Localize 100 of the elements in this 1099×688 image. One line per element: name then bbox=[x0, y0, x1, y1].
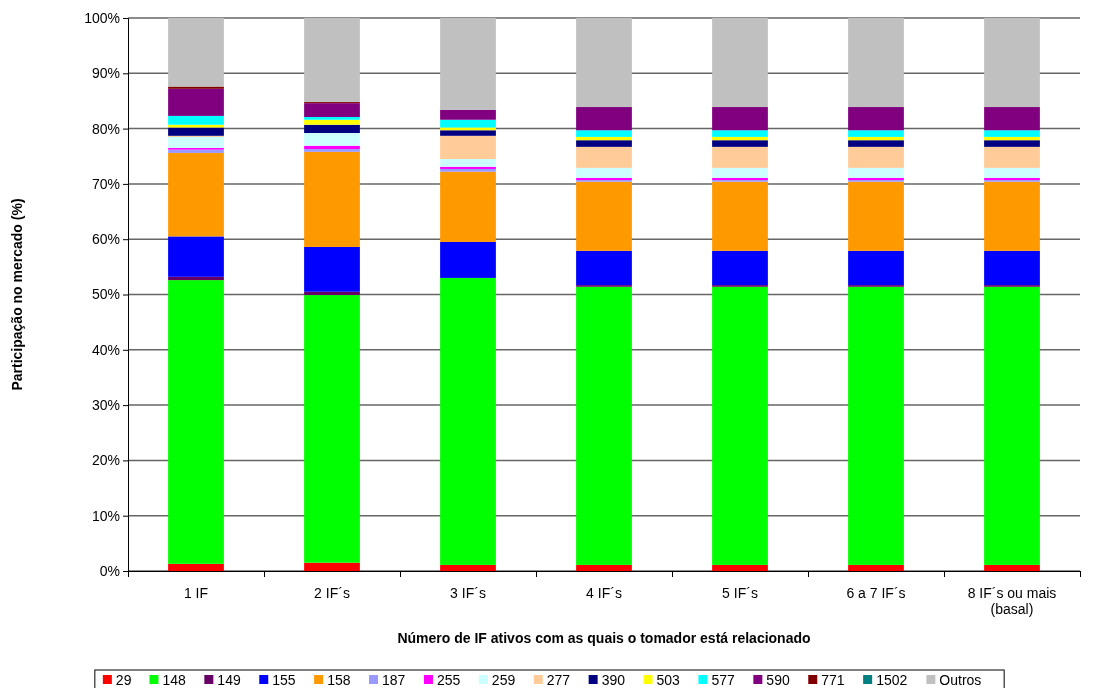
legend-label: 158 bbox=[327, 672, 351, 688]
bar bbox=[304, 295, 360, 563]
bar bbox=[304, 149, 360, 152]
legend-label: 155 bbox=[272, 672, 296, 688]
bar bbox=[712, 286, 768, 565]
legend-label: 259 bbox=[491, 672, 516, 688]
bar bbox=[984, 130, 1040, 137]
bar bbox=[712, 136, 768, 141]
bar bbox=[984, 140, 1040, 147]
bar bbox=[576, 564, 632, 571]
x-tick-label: 5 IF´s bbox=[722, 585, 758, 601]
bar bbox=[712, 181, 768, 251]
bar bbox=[304, 562, 360, 571]
y-tick-label: 50% bbox=[91, 286, 120, 303]
bar bbox=[576, 286, 632, 565]
bar bbox=[440, 564, 496, 571]
bar bbox=[984, 167, 1040, 178]
bar bbox=[168, 276, 224, 281]
legend-label: 577 bbox=[711, 672, 736, 688]
bar bbox=[984, 250, 1040, 286]
bar bbox=[304, 116, 360, 120]
y-axis-title: Participação no mercado (%) bbox=[9, 198, 25, 391]
bar bbox=[168, 18, 224, 87]
legend-label: 255 bbox=[436, 672, 461, 688]
bar bbox=[848, 140, 904, 147]
bar bbox=[168, 86, 224, 89]
bar bbox=[848, 130, 904, 137]
bar bbox=[440, 277, 496, 565]
bar bbox=[304, 124, 360, 134]
bar bbox=[576, 107, 632, 131]
bar bbox=[712, 167, 768, 178]
y-tick-label: 90% bbox=[91, 65, 120, 82]
bar bbox=[576, 167, 632, 178]
legend-label: 148 bbox=[162, 672, 187, 688]
bar bbox=[440, 109, 496, 120]
bar bbox=[712, 107, 768, 131]
bar bbox=[576, 130, 632, 137]
bar bbox=[984, 107, 1040, 131]
bar bbox=[848, 167, 904, 178]
bar bbox=[848, 107, 904, 131]
bar bbox=[848, 286, 904, 565]
bar bbox=[984, 564, 1040, 571]
bar bbox=[168, 236, 224, 277]
y-tick-label: 20% bbox=[91, 452, 120, 469]
legend-label: 29 bbox=[115, 672, 132, 688]
legend-label: 771 bbox=[821, 672, 845, 688]
y-tick-label: 60% bbox=[91, 231, 120, 248]
bar bbox=[576, 146, 632, 168]
bar bbox=[984, 146, 1040, 168]
bar bbox=[848, 18, 904, 108]
bar bbox=[304, 291, 360, 296]
legend-label: 590 bbox=[766, 672, 790, 688]
y-tick-label: 30% bbox=[91, 397, 120, 414]
x-tick-label: 3 IF´s bbox=[450, 585, 486, 601]
bar bbox=[304, 119, 360, 125]
x-tick-label: 4 IF´s bbox=[586, 585, 622, 601]
bar bbox=[304, 103, 360, 117]
bar bbox=[168, 152, 224, 237]
bar bbox=[576, 136, 632, 141]
bar bbox=[168, 88, 224, 116]
bar bbox=[440, 171, 496, 242]
x-tick-label: 1 IF bbox=[183, 585, 209, 601]
y-tick-label: 10% bbox=[91, 507, 120, 524]
bar bbox=[304, 145, 360, 150]
bar bbox=[576, 140, 632, 147]
bar bbox=[712, 564, 768, 571]
legend-label: 503 bbox=[656, 672, 681, 688]
bar bbox=[440, 130, 496, 136]
legend-label: 1502 bbox=[876, 672, 908, 688]
bar bbox=[712, 146, 768, 168]
bar bbox=[984, 181, 1040, 251]
bar bbox=[712, 18, 768, 108]
bar bbox=[984, 136, 1040, 141]
bar bbox=[304, 133, 360, 146]
y-tick-label: 70% bbox=[91, 175, 120, 192]
bar bbox=[848, 250, 904, 286]
legend-label: 277 bbox=[546, 672, 571, 688]
bar bbox=[984, 18, 1040, 108]
bar bbox=[576, 18, 632, 108]
bar bbox=[304, 246, 360, 292]
bar bbox=[712, 130, 768, 137]
bar bbox=[440, 159, 496, 167]
bar bbox=[576, 181, 632, 251]
bar bbox=[168, 136, 224, 148]
bar bbox=[168, 280, 224, 564]
bar bbox=[712, 140, 768, 147]
bar bbox=[168, 115, 224, 125]
bar bbox=[304, 151, 360, 247]
legend-label: Outros bbox=[939, 672, 982, 688]
bar bbox=[440, 135, 496, 160]
y-tick-label: 0% bbox=[99, 562, 120, 579]
y-tick-label: 80% bbox=[91, 120, 120, 137]
bar bbox=[440, 18, 496, 110]
x-tick-label: 6 a 7 IF´s bbox=[846, 585, 906, 601]
y-tick-label: 100% bbox=[84, 9, 120, 26]
bar bbox=[440, 241, 496, 278]
bar bbox=[712, 250, 768, 286]
legend-label: 149 bbox=[217, 672, 241, 688]
bar bbox=[848, 564, 904, 571]
bar bbox=[440, 119, 496, 128]
